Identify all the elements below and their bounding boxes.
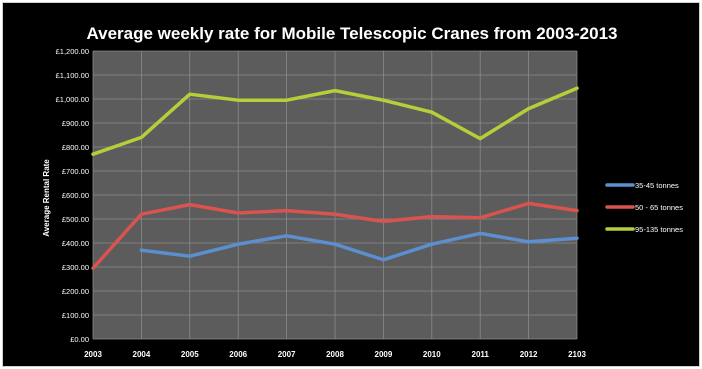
legend-label: 35-45 tonnes [635,181,679,190]
y-tick-label: £600.00 [62,191,89,200]
y-tick-label: £500.00 [62,215,89,224]
data-point [527,240,530,243]
data-point [527,202,530,205]
data-point [333,89,337,92]
y-tick-label: £700.00 [62,167,89,176]
data-point [237,99,240,102]
data-point [479,216,482,219]
y-axis-label: Average Rental Rate [42,159,51,237]
data-point [527,107,530,110]
x-tick-label: 2011 [472,350,490,359]
data-point [575,87,579,90]
data-point [237,211,240,215]
series-line-1 [139,231,579,262]
data-point [575,209,579,212]
data-point [188,203,191,206]
data-point [91,267,95,270]
x-tick-label: 2005 [181,350,199,359]
data-point [140,213,143,216]
x-tick-label: 2012 [520,350,538,359]
y-tick-label: £1,200.00 [56,47,89,56]
legend: 35-45 tonnes 50 - 65 tonnes 95-135 tonnes [605,181,683,234]
x-tick-label: 2004 [133,350,151,359]
data-point [140,136,143,139]
data-point [285,234,288,237]
x-tick-label: 2010 [423,350,441,359]
data-point [382,258,385,261]
data-point [382,220,385,223]
data-point [188,93,191,96]
y-tick-label: £100.00 [62,311,89,320]
x-tick-label: 2008 [326,350,344,359]
data-point [285,99,288,102]
y-tick-label: £200.00 [62,287,89,296]
data-point [575,237,579,240]
data-point [430,111,433,114]
data-point [285,209,288,212]
data-point [140,249,143,252]
data-point [237,243,240,246]
y-tick-label: £300.00 [62,263,89,272]
data-point [188,255,191,258]
legend-label: 95-135 tonnes [635,225,683,234]
x-tick-label: 2007 [278,350,296,359]
data-point [382,99,385,102]
y-tick-label: £900.00 [62,119,89,128]
y-tick-label: £400.00 [62,239,89,248]
x-tick-label: 2006 [229,350,247,359]
data-point [333,243,337,246]
y-tick-label: £0.00 [70,335,89,344]
data-point [91,153,95,156]
y-tick-label: £800.00 [62,143,89,152]
x-tick-label: 2003 [84,350,102,359]
y-tick-label: £1,100.00 [56,71,89,80]
data-point [430,215,433,218]
data-point [430,243,433,246]
y-tick-label: £1,000.00 [56,95,89,104]
data-point [479,232,482,235]
legend-label: 50 - 65 tonnes [635,203,683,212]
data-point [333,213,337,216]
x-tick-label: 2009 [375,350,393,359]
line-chart: Average weekly rate for Mobile Telescopi… [42,24,683,359]
x-tick-label: 2103 [568,350,586,359]
data-point [479,137,482,140]
chart-title: Average weekly rate for Mobile Telescopi… [86,24,617,43]
